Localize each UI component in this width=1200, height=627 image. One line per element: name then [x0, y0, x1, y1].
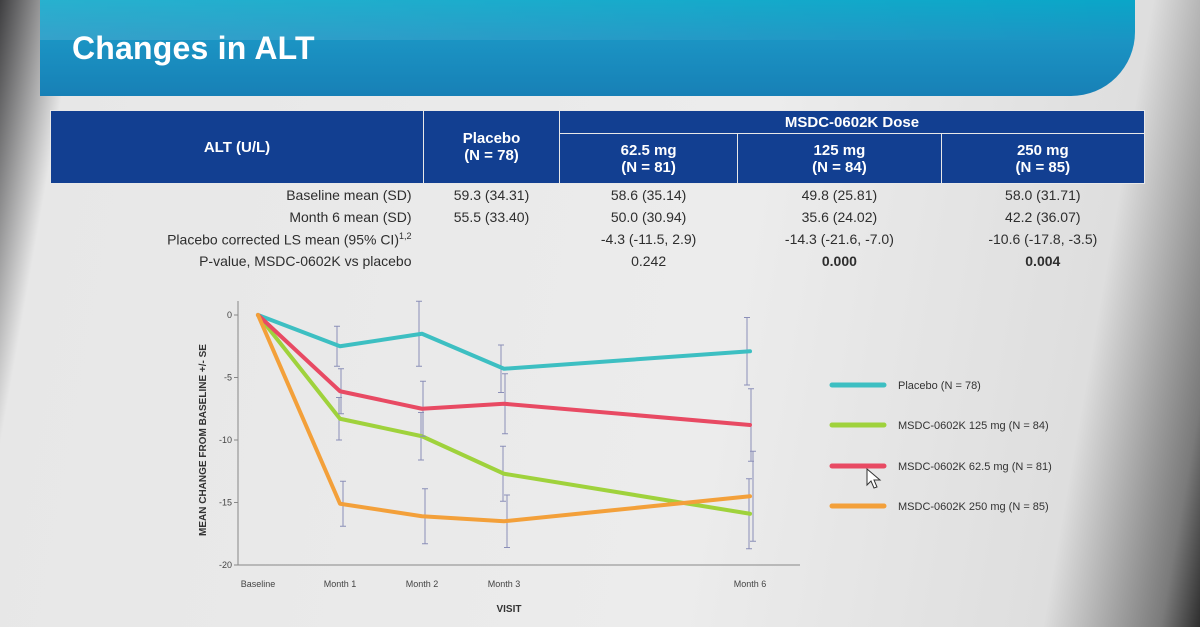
- row-label: Baseline mean (SD): [286, 187, 412, 203]
- x-tick-label: Month 2: [406, 579, 439, 589]
- footnote-ref: 1,2: [398, 230, 412, 241]
- table-row: Baseline mean (SD) 59.3 (34.31) 58.6 (35…: [51, 184, 1145, 207]
- alt-column-header: ALT (U/L): [50, 110, 424, 184]
- pvalue-cell: 0.242: [631, 253, 667, 269]
- placebo-cell: [424, 228, 560, 250]
- table-header-row: ALT (U/L) Placebo (N = 78) MSDC-0602K Do…: [50, 109, 1145, 184]
- x-tick-label: Month 3: [488, 579, 521, 589]
- dose-cell: -10.6 (-17.8, -3.5): [988, 231, 1098, 247]
- data-point: [502, 519, 506, 523]
- alt-change-chart: 0 -5 -10 -15 -20 Baseline Month 1 Month 2 Month …: [198, 300, 1052, 615]
- series-line: [256, 313, 752, 371]
- data-point: [748, 423, 752, 427]
- placebo-n: (N = 78): [464, 147, 519, 164]
- dose-cell: 50.0 (30.94): [610, 209, 687, 225]
- row-label-text: Placebo corrected LS mean (95% CI): [167, 231, 399, 248]
- placebo-cell: 59.3 (34.31): [453, 187, 530, 203]
- y-tick-label: -10: [219, 435, 232, 445]
- slide-title: Changes in ALT: [72, 30, 315, 66]
- x-tick-label: Baseline: [241, 579, 276, 589]
- table-row: P-value, MSDC-0602K vs placebo 0.242 0.0…: [51, 250, 1145, 272]
- placebo-column-header: Placebo (N = 78): [423, 110, 560, 184]
- dose-125-header: 125 mg (N = 84): [737, 133, 942, 184]
- data-point: [748, 512, 752, 516]
- dose-62-header: 62.5 mg (N = 81): [558, 133, 739, 184]
- y-tick-label: -5: [224, 373, 232, 383]
- placebo-cell: [424, 250, 560, 272]
- data-point: [748, 494, 752, 498]
- dose-n: (N = 81): [621, 158, 676, 176]
- dose-label: 250 mg: [1016, 141, 1069, 159]
- dose-label: 62.5 mg: [620, 141, 677, 159]
- dose-cell: -14.3 (-21.6, -7.0): [784, 231, 894, 247]
- dose-cell: -4.3 (-11.5, 2.9): [600, 231, 697, 247]
- table-row: Month 6 mean (SD) 55.5 (33.40) 50.0 (30.…: [51, 206, 1145, 228]
- data-point: [502, 402, 506, 406]
- dose-250-header: 250 mg (N = 85): [940, 133, 1146, 184]
- mouse-cursor-icon: [866, 468, 882, 489]
- pvalue-cell: 0.004: [1025, 253, 1061, 269]
- data-point: [338, 389, 342, 393]
- data-point: [502, 367, 506, 371]
- alt-summary-table: ALT (U/L) Placebo (N = 78) MSDC-0602K Do…: [50, 109, 1146, 272]
- data-point: [338, 417, 342, 421]
- data-point: [420, 332, 424, 336]
- data-point: [420, 514, 424, 518]
- dose-label: 125 mg: [813, 141, 866, 159]
- placebo-cell: 55.5 (33.40): [453, 209, 530, 225]
- data-point: [256, 313, 260, 317]
- pvalue-cell: 0.000: [821, 253, 857, 269]
- y-axis-title: MEAN CHANGE FROM BASELINE +/- SE: [198, 344, 209, 536]
- title-banner: [40, 0, 1135, 96]
- x-axis-title: VISIT: [496, 604, 521, 615]
- dose-cell: 58.6 (35.14): [610, 187, 687, 203]
- row-label: Placebo corrected LS mean (95% CI)1,2: [51, 228, 424, 250]
- y-tick-label: -20: [219, 560, 232, 570]
- y-tick-label: 0: [227, 310, 232, 320]
- data-point: [502, 472, 506, 476]
- dose-n: (N = 84): [812, 158, 867, 176]
- row-label: Month 6 mean (SD): [289, 209, 412, 225]
- dose-subheader-row: 62.5 mg (N = 81) 125 mg (N = 84) 250 mg …: [51, 133, 1146, 184]
- legend-label: MSDC-0602K 250 mg (N = 85): [898, 501, 1049, 513]
- data-point: [338, 344, 342, 348]
- table-row: Placebo corrected LS mean (95% CI)1,2 -4…: [51, 228, 1145, 250]
- dose-cell: 58.0 (31.71): [1005, 187, 1081, 203]
- dose-cell: 49.8 (25.81): [801, 187, 878, 203]
- data-point: [338, 502, 342, 506]
- row-label: P-value, MSDC-0602K vs placebo: [199, 253, 412, 269]
- dose-group-header: MSDC-0602K Dose: [559, 109, 1145, 135]
- legend-label: Placebo (N = 78): [898, 380, 981, 392]
- dose-cell: 35.6 (24.02): [801, 209, 878, 225]
- dose-n: (N = 85): [1015, 158, 1071, 176]
- data-point: [420, 407, 424, 411]
- legend-label: MSDC-0602K 125 mg (N = 84): [898, 420, 1049, 432]
- dose-cell: 42.2 (36.07): [1005, 209, 1081, 225]
- data-point: [748, 349, 752, 353]
- placebo-label: Placebo: [462, 130, 521, 147]
- legend-label: MSDC-0602K 62.5 mg (N = 81): [898, 461, 1052, 473]
- x-tick-label: Month 6: [734, 579, 767, 589]
- y-tick-label: -15: [219, 498, 232, 508]
- x-tick-label: Month 1: [324, 579, 357, 589]
